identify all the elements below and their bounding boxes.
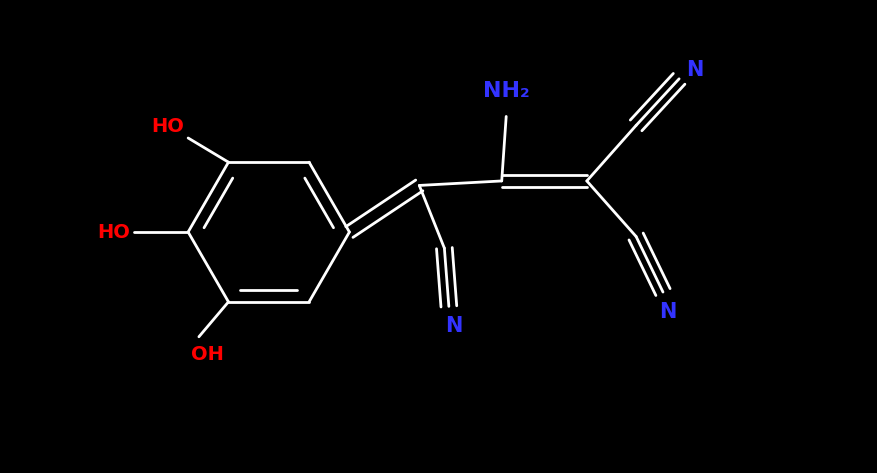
Text: N: N xyxy=(658,302,675,322)
Text: HO: HO xyxy=(97,222,130,242)
Text: N: N xyxy=(444,316,461,336)
Text: HO: HO xyxy=(151,117,183,136)
Text: N: N xyxy=(686,60,703,80)
Text: OH: OH xyxy=(191,345,224,364)
Text: NH₂: NH₂ xyxy=(482,81,529,101)
